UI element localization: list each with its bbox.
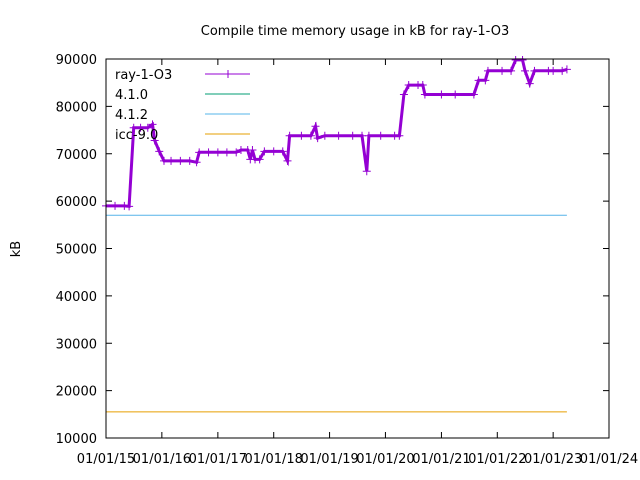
y-tick-label: 20000 — [56, 385, 97, 400]
data-point — [498, 66, 507, 75]
series-ray-1-O3 — [102, 55, 571, 211]
data-point — [420, 90, 429, 99]
y-tick-label: 60000 — [56, 195, 97, 210]
data-point — [185, 156, 194, 165]
data-point — [260, 147, 269, 156]
data-point — [348, 131, 357, 140]
legend-label: 4.1.2 — [115, 108, 148, 123]
data-point — [418, 81, 427, 90]
x-axis-ticks: 01/01/1501/01/1601/01/1701/01/1801/01/19… — [77, 59, 638, 467]
legend-label: 4.1.0 — [115, 88, 148, 103]
data-point — [213, 148, 222, 157]
data-point — [558, 66, 567, 75]
data-point — [313, 134, 322, 143]
y-tick-label: 10000 — [56, 432, 97, 447]
data-point — [311, 122, 320, 131]
series-layer — [102, 55, 571, 413]
legend-marker — [224, 70, 232, 78]
x-tick-label: 01/01/19 — [300, 452, 358, 467]
data-point — [395, 131, 404, 140]
data-point — [297, 131, 306, 140]
data-point — [285, 131, 294, 140]
x-tick-label: 01/01/16 — [133, 452, 191, 467]
data-point — [278, 147, 287, 156]
data-point — [306, 131, 315, 140]
data-point — [204, 148, 213, 157]
data-point — [525, 79, 534, 88]
data-point — [148, 120, 157, 129]
y-tick-label: 50000 — [56, 243, 97, 258]
data-point — [549, 66, 558, 75]
data-point — [520, 66, 529, 75]
data-point — [334, 131, 343, 140]
data-point — [136, 123, 145, 132]
data-point — [320, 131, 329, 140]
y-tick-label: 40000 — [56, 290, 97, 305]
y-axis-label: kB — [9, 241, 24, 257]
x-tick-label: 01/01/22 — [468, 452, 526, 467]
data-point — [269, 147, 278, 156]
data-point — [483, 66, 492, 75]
x-tick-label: 01/01/18 — [245, 452, 303, 467]
y-axis-ticks: 10000 20000 30000 40000 50000 60000 70000 80000… — [56, 53, 609, 447]
data-point — [232, 148, 241, 157]
x-tick-label: 01/01/24 — [580, 452, 638, 467]
plot-frame — [105, 58, 610, 439]
x-tick-label: 01/01/17 — [189, 452, 247, 467]
data-point — [530, 66, 539, 75]
y-tick-label: 30000 — [56, 337, 97, 352]
data-point — [469, 90, 478, 99]
data-point — [129, 123, 138, 132]
data-point — [143, 123, 152, 132]
data-point — [358, 131, 367, 140]
data-point — [150, 136, 159, 145]
x-tick-label: 01/01/15 — [77, 452, 135, 467]
legend-label: ray-1-O3 — [115, 68, 172, 83]
data-point — [155, 147, 164, 156]
data-point — [376, 131, 385, 140]
data-point — [167, 156, 176, 165]
y-tick-label: 90000 — [56, 53, 97, 68]
data-point — [159, 156, 168, 165]
data-point — [364, 131, 373, 140]
data-point — [362, 167, 371, 176]
data-point — [507, 66, 516, 75]
data-point — [236, 145, 245, 154]
y-tick-label: 70000 — [56, 148, 97, 163]
y-tick-label: 80000 — [56, 100, 97, 115]
legend: ray-1-O3 4.1.0 4.1.2 icc-9.0 — [115, 68, 250, 143]
legend-label: icc-9.0 — [115, 128, 158, 143]
data-point — [451, 90, 460, 99]
x-tick-label: 01/01/23 — [524, 452, 582, 467]
data-point — [176, 156, 185, 165]
data-point — [511, 55, 520, 64]
data-point — [222, 148, 231, 157]
data-point — [195, 148, 204, 157]
data-point — [481, 76, 490, 85]
data-point — [111, 201, 120, 210]
data-point — [474, 76, 483, 85]
data-point — [255, 155, 264, 164]
chart-title: Compile time memory usage in kB for ray-… — [201, 24, 509, 39]
data-point — [399, 90, 408, 99]
data-point — [562, 65, 571, 74]
series-line — [106, 58, 568, 208]
data-point — [125, 202, 134, 211]
data-point — [248, 145, 257, 154]
data-point — [283, 156, 292, 165]
data-point — [192, 158, 201, 167]
data-point — [404, 81, 413, 90]
data-point — [518, 55, 527, 64]
x-tick-label: 01/01/20 — [356, 452, 414, 467]
x-tick-label: 01/01/21 — [412, 452, 470, 467]
data-point — [437, 90, 446, 99]
